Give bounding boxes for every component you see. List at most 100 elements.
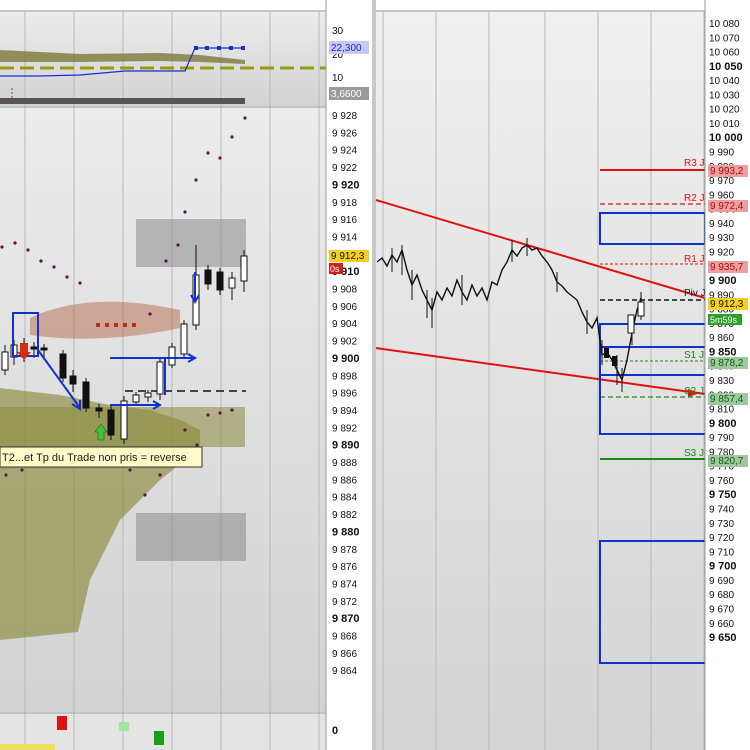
left-axis-tick: 9 886 [332,475,357,486]
right-axis-tick: 9 680 [709,590,734,601]
right-current-price-badge: 9 912,3 5m59s [708,298,748,325]
left-axis-tick: 9 914 [332,232,357,243]
pivot-value-badge [708,261,748,273]
pivot-value-text: 9 993,2 [710,166,744,177]
right-axis-tick: 9 750 [709,489,737,501]
svg-text:10: 10 [332,73,344,84]
left-axis-tick: 9 916 [332,215,357,226]
svg-text:9 912,3: 9 912,3 [331,251,365,262]
left-axis-tick: 9 918 [332,198,357,209]
annotation-box[interactable]: T2...et Tp du Trade non pris = reverse [0,446,203,468]
right-chart-panel[interactable]: R3 J R2 J R1 J Piv J S1 J S2 J S3 J 10 080 10 0… [372,0,750,750]
right-axis-tick: 9 780 [709,447,734,458]
left-axis-tick: 9 884 [332,493,357,504]
svg-text:9 912,3: 9 912,3 [710,299,744,310]
left-axis-tick: 9 894 [332,406,357,417]
right-price-pane[interactable] [376,12,705,750]
indicator-band [0,50,245,64]
svg-text:20: 20 [332,50,344,61]
pivot-value-text: 9 972,4 [710,201,744,212]
red-cloud [30,301,180,339]
left-current-price-badge: 9 912,3 0s [329,250,369,274]
right-axis-tick: 9 920 [709,247,734,258]
left-chart-panel[interactable]: T2...et Tp du Trade non pris = reverse 9… [0,0,372,750]
left-axis-tick: 9 924 [332,146,357,157]
pivot-value-text: 9 935,7 [710,262,744,273]
left-axis-tick: 9 878 [332,545,357,556]
indicator-bottom-bar [0,98,245,104]
pivot-label: S3 J [684,448,704,459]
right-axis-tick: 9 670 [709,604,734,615]
left-axis-tick: 9 920 [332,179,360,191]
right-axis-tick: 10 040 [709,76,740,87]
svg-text:30: 30 [332,26,344,37]
left-axis-tick: 9 896 [332,389,357,400]
right-axis-tick: 10 000 [709,132,743,144]
right-axis-tick: 10 060 [709,48,740,59]
pivot-value-badge [708,357,748,369]
right-axis-tick: 9 760 [709,476,734,487]
pivot-value-badge [708,393,748,405]
green-volume-marker [154,731,164,745]
pivot-levels [600,169,705,460]
left-axis-tick: 9 874 [332,579,357,590]
right-axis-tick: 9 860 [709,333,734,344]
right-axis-tick: 9 960 [709,190,734,201]
left-axis-tick: 9 864 [332,666,357,677]
left-axis-tick: 9 876 [332,562,357,573]
right-axis-tick: 10 050 [709,61,743,73]
right-axis-tick: 9 730 [709,519,734,530]
left-axis-tick: 9 888 [332,458,357,469]
pivot-label: Piv J [684,288,706,299]
indicator-axis: 30 20 10 22,300 3,6600 [329,26,369,100]
pivot-value-badge [708,200,748,212]
pivot-value-badge [708,455,748,467]
indicator-value-badge-2: 3,6600 [331,89,362,100]
left-axis-tick: 9 926 [332,128,357,139]
right-axis-tick: 9 650 [709,632,737,644]
left-axis-tick: 9 892 [332,423,357,434]
right-axis-tick: 9 740 [709,505,734,516]
left-axis-tick: 9 870 [332,613,360,625]
up-arrow-icon [94,423,108,441]
pivot-value-text: 9 878,2 [710,358,744,369]
pivot-value-badge [708,165,748,177]
right-axis-tick: 9 830 [709,376,734,387]
right-price-series [376,244,642,383]
right-axis-tick: 10 010 [709,119,740,130]
right-axis-tick: 10 030 [709,90,740,101]
bar-timer: 5m59s [710,315,738,325]
left-axis-tick: 9 872 [332,597,357,608]
pivot-value-text: 9 857,4 [710,394,744,405]
left-axis-tick: 9 908 [332,285,357,296]
signal-markers [17,343,108,441]
right-axis-tick: 10 070 [709,33,740,44]
left-axis-tick: 9 882 [332,510,357,521]
pivot-label: R2 J [684,193,705,204]
left-axis-tick: 9 900 [332,353,360,365]
right-axis-tick: 9 890 [709,290,734,301]
left-price-axis[interactable] [326,0,372,750]
right-price-axis[interactable] [705,0,750,750]
right-axis-tick: 9 720 [709,533,734,544]
right-axis-tick: 9 700 [709,561,737,573]
right-axis-tick: 9 690 [709,576,734,587]
left-axis-tick: 9 902 [332,337,357,348]
left-axis-tick: 9 890 [332,440,360,452]
right-axis-tick: 9 990 [709,148,734,159]
left-axis-tick: 9 880 [332,526,360,538]
pivot-label: R3 J [684,158,705,169]
right-axis-tick: 10 080 [709,19,740,30]
left-axis-tick: 9 922 [332,163,357,174]
red-volume-marker [57,716,67,730]
left-axis-tick: 9 906 [332,302,357,313]
gray-zone-bottom [136,513,246,561]
left-axis-tick: 9 898 [332,371,357,382]
right-axis-tick: 9 810 [709,405,734,416]
right-axis-tick: 9 970 [709,176,734,187]
indicator-value-badge: 22,300 [331,43,362,54]
left-axis-tick: 9 868 [332,632,357,643]
upper-trendline [375,199,706,299]
right-axis-tick: 9 940 [709,219,734,230]
